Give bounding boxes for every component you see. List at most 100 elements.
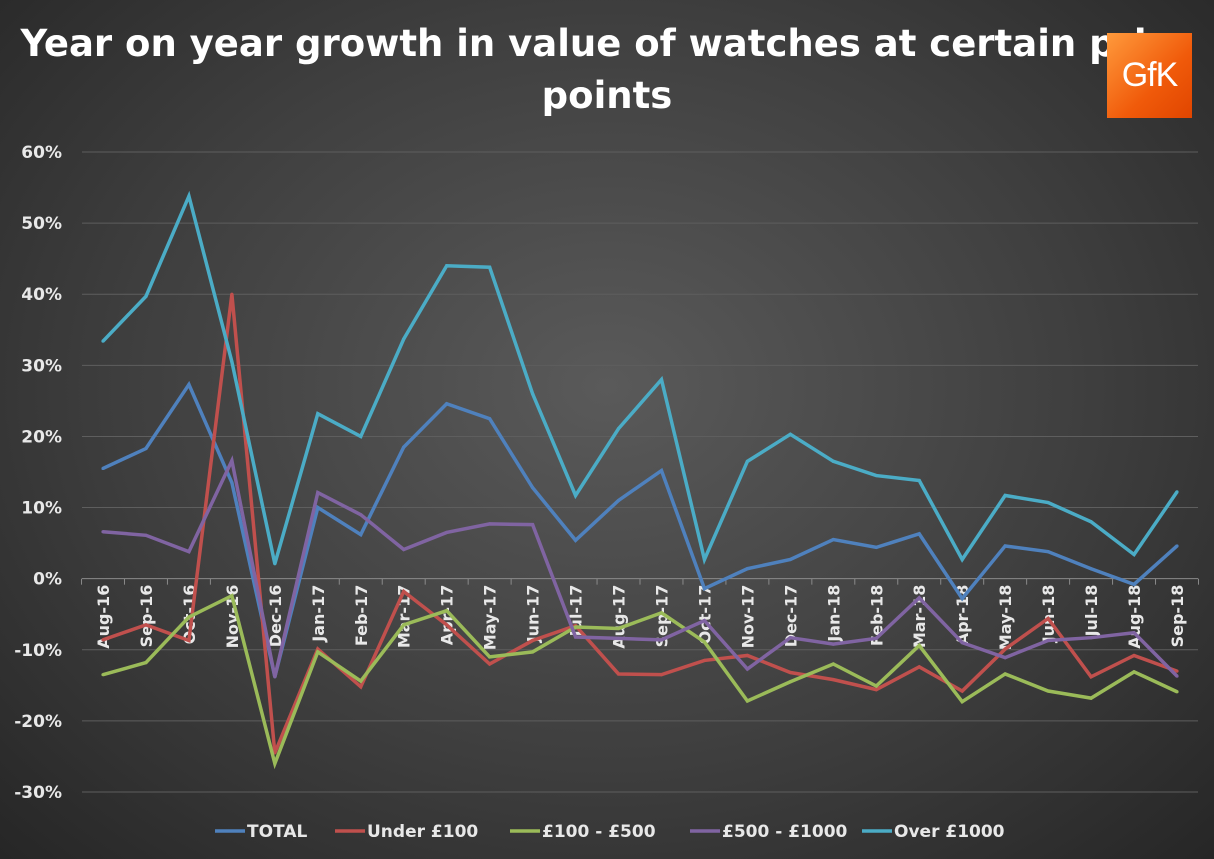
data-point [831, 459, 835, 463]
data-point [702, 619, 707, 623]
data-point [616, 427, 621, 431]
data-point [573, 538, 578, 542]
logo-text: GfK [1121, 56, 1179, 94]
data-point [1046, 550, 1050, 554]
data-point [874, 473, 878, 478]
data-point [788, 636, 792, 640]
data-point [1132, 653, 1136, 658]
data-point [445, 264, 449, 268]
series-line-4 [101, 190, 1179, 565]
data-point [316, 491, 320, 495]
data-point [659, 377, 664, 382]
data-point [1132, 582, 1136, 586]
x-tick-label: Jan-18 [824, 585, 843, 643]
y-tick-label: -30% [14, 783, 62, 803]
data-point [144, 294, 148, 298]
data-point [960, 557, 964, 562]
data-point [659, 611, 664, 615]
data-point [230, 594, 234, 598]
data-point [531, 650, 535, 654]
y-tick-label: -10% [14, 641, 62, 661]
data-point [788, 670, 792, 675]
data-point [1046, 616, 1050, 621]
x-tick-label: Feb-17 [352, 585, 371, 647]
data-point [144, 623, 148, 627]
y-tick-label: 40% [21, 285, 62, 305]
data-point [874, 688, 878, 692]
data-point [702, 557, 707, 562]
series-line-2 [102, 593, 1178, 770]
x-tick-label: Jun-17 [524, 585, 543, 644]
data-point [1132, 631, 1136, 635]
data-point [1003, 672, 1007, 676]
data-point [488, 662, 492, 666]
data-point [531, 638, 535, 643]
data-point [1089, 636, 1093, 640]
x-tick-label: Jan-17 [309, 585, 328, 643]
legend-label: Over £1000 [894, 822, 1005, 842]
data-point [187, 194, 191, 198]
x-tick-label: Mar-18 [910, 585, 929, 649]
data-point [445, 530, 449, 535]
data-point [745, 653, 750, 658]
data-point [874, 684, 878, 688]
data-point [1046, 689, 1050, 693]
data-point [101, 638, 105, 642]
data-point [1132, 670, 1136, 674]
legend-label: £100 - £500 [542, 822, 656, 842]
x-tick-label: Apr-17 [438, 585, 457, 646]
data-point [831, 537, 835, 542]
data-point [1046, 638, 1050, 643]
x-tick-label: Sep-17 [652, 585, 671, 648]
data-point [616, 498, 621, 503]
x-tick-label: Aug-17 [610, 585, 629, 649]
data-point [316, 412, 320, 416]
data-point [702, 640, 707, 644]
data-point [831, 678, 835, 682]
data-point [960, 689, 964, 693]
data-point [745, 567, 750, 571]
legend-label: Under £100 [367, 822, 478, 842]
data-point [573, 493, 578, 498]
data-point [917, 665, 921, 669]
data-point [402, 623, 406, 627]
data-point [1089, 696, 1093, 700]
data-point [1175, 544, 1179, 548]
data-point [359, 532, 363, 537]
x-tick-label: May-18 [996, 585, 1015, 651]
data-point [702, 658, 707, 663]
data-point [273, 562, 277, 566]
data-point [1175, 674, 1179, 678]
data-point [359, 434, 363, 439]
data-point [488, 417, 492, 421]
data-point [874, 545, 878, 549]
gfk-logo: GfK [1107, 33, 1192, 118]
data-point [488, 522, 492, 526]
data-point [488, 265, 492, 269]
data-point [144, 533, 148, 537]
data-point [230, 292, 234, 296]
y-tick-label: 60% [21, 143, 62, 163]
data-point [1089, 520, 1093, 524]
data-point [616, 626, 621, 631]
data-point [917, 596, 921, 600]
x-tick-label: Jun-18 [1039, 585, 1058, 644]
x-tick-label: Aug-16 [94, 585, 113, 649]
data-point [273, 675, 277, 679]
data-point [659, 673, 664, 677]
x-tick-label: May-17 [481, 585, 500, 651]
data-point [1046, 500, 1050, 505]
x-tick-label: Nov-16 [223, 585, 242, 649]
data-point [831, 642, 835, 646]
data-point [616, 636, 621, 641]
y-tick-label: -20% [14, 712, 62, 732]
y-tick-label: 0% [33, 570, 62, 590]
data-point [230, 481, 234, 485]
data-point [1003, 493, 1007, 498]
data-point [960, 700, 964, 704]
data-point [273, 761, 277, 766]
data-point [144, 446, 148, 451]
data-point [960, 596, 964, 601]
data-point [1089, 567, 1093, 571]
data-point [101, 339, 105, 343]
